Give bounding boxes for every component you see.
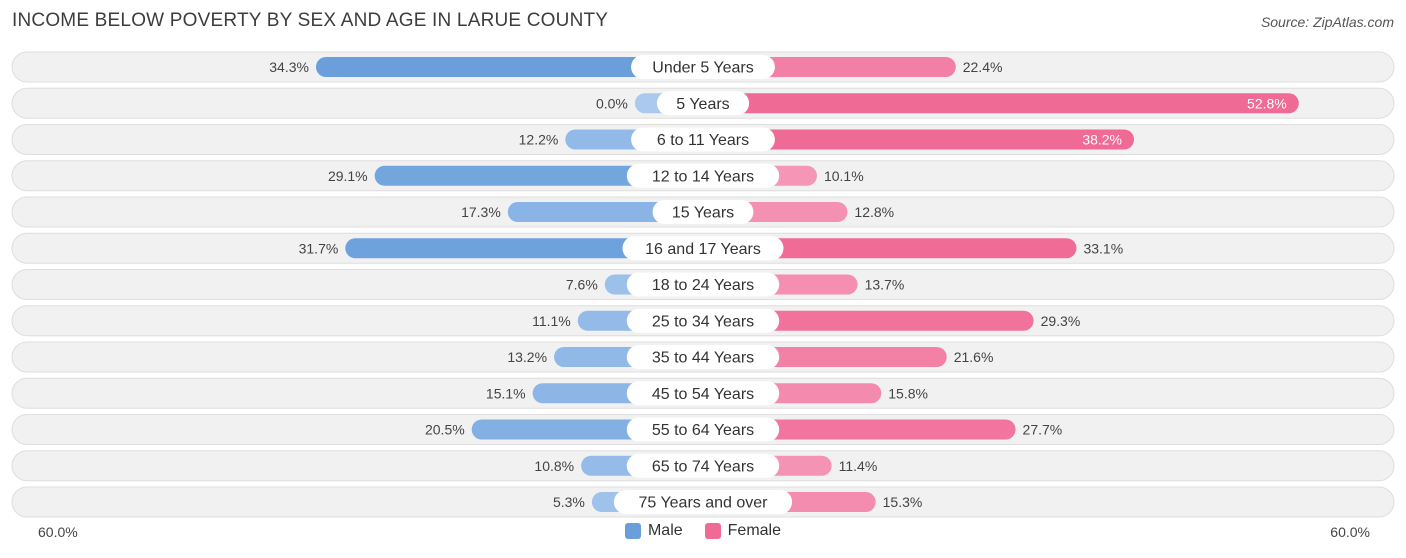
category-label: 75 Years and over xyxy=(639,495,769,512)
category-label-bg xyxy=(626,345,780,369)
value-label-female: 33.1% xyxy=(1083,240,1123,256)
bar-male xyxy=(374,165,703,186)
category-label: 25 to 34 Years xyxy=(652,313,754,330)
value-label-male: 29.1% xyxy=(328,168,368,184)
bar-female xyxy=(703,93,1299,114)
category-label: 65 to 74 Years xyxy=(652,458,754,475)
legend-label-female: Female xyxy=(727,522,782,539)
value-label-female: 38.2% xyxy=(1082,132,1122,148)
value-label-female: 11.4% xyxy=(839,458,878,474)
value-label-female: 22.4% xyxy=(963,59,1003,75)
category-label-bg xyxy=(626,417,780,442)
legend-item-male[interactable]: Male xyxy=(624,522,683,540)
bar-male xyxy=(315,57,703,77)
category-label-bg xyxy=(631,127,775,152)
value-label-male: 7.6% xyxy=(566,277,598,293)
value-label-male: 12.2% xyxy=(519,132,559,148)
value-label-male: 31.7% xyxy=(299,240,339,256)
bar-female xyxy=(703,129,1135,150)
category-label: 16 and 17 Years xyxy=(645,241,761,258)
category-label-bg xyxy=(622,236,784,261)
chart-title: INCOME BELOW POVERTY BY SEX AND AGE IN L… xyxy=(12,10,609,31)
value-label-female: 52.8% xyxy=(1247,95,1287,111)
category-label: 35 to 44 Years xyxy=(652,350,754,367)
value-label-female: 12.8% xyxy=(854,204,894,220)
category-label-bg xyxy=(626,163,780,188)
category-label-bg xyxy=(626,308,780,333)
value-label-male: 0.0% xyxy=(596,95,628,111)
value-label-female: 15.8% xyxy=(888,385,928,401)
category-label-bg xyxy=(626,381,780,406)
category-label: 18 to 24 Years xyxy=(652,277,754,294)
legend-swatch-female xyxy=(704,523,721,539)
category-label-bg xyxy=(656,91,750,116)
value-label-male: 20.5% xyxy=(425,422,465,438)
category-label: Under 5 Years xyxy=(652,60,753,77)
value-label-female: 29.3% xyxy=(1041,313,1081,329)
value-label-male: 5.3% xyxy=(553,494,585,510)
value-label-male: 11.1% xyxy=(532,313,571,329)
legend-item-female[interactable]: Female xyxy=(704,522,782,540)
category-label-bg xyxy=(626,453,780,478)
axis-right-label: 60.0% xyxy=(1330,524,1370,540)
value-label-male: 17.3% xyxy=(461,204,501,220)
category-label: 6 to 11 Years xyxy=(657,132,749,149)
category-label-bg xyxy=(613,490,793,514)
axis-left-label: 60.0% xyxy=(38,524,78,540)
value-label-male: 34.3% xyxy=(269,59,309,75)
legend-swatch-male xyxy=(624,523,641,539)
category-label: 15 Years xyxy=(672,205,734,222)
category-label: 12 to 14 Years xyxy=(652,168,754,185)
category-label-bg xyxy=(626,272,780,297)
value-label-female: 27.7% xyxy=(1023,422,1063,438)
value-label-male: 13.2% xyxy=(507,349,547,365)
value-label-female: 13.7% xyxy=(865,277,905,293)
bar-female xyxy=(703,419,1016,440)
legend: Male Female xyxy=(0,522,1406,540)
source-label: Source: ZipAtlas.com xyxy=(1260,14,1394,30)
value-label-male: 10.8% xyxy=(534,458,574,474)
bar-female xyxy=(703,310,1034,331)
value-label-male: 15.1% xyxy=(486,385,526,401)
bar-male xyxy=(345,238,703,259)
category-label-bg xyxy=(631,55,775,79)
value-label-female: 10.1% xyxy=(824,168,864,184)
category-label: 55 to 64 Years xyxy=(652,422,754,439)
bar-female xyxy=(703,238,1077,259)
category-label: 45 to 54 Years xyxy=(652,386,754,403)
category-label-bg xyxy=(652,200,754,224)
value-label-female: 15.3% xyxy=(883,494,923,510)
value-label-female: 21.6% xyxy=(954,349,994,365)
legend-label-male: Male xyxy=(647,522,683,539)
category-label: 5 Years xyxy=(676,96,729,113)
